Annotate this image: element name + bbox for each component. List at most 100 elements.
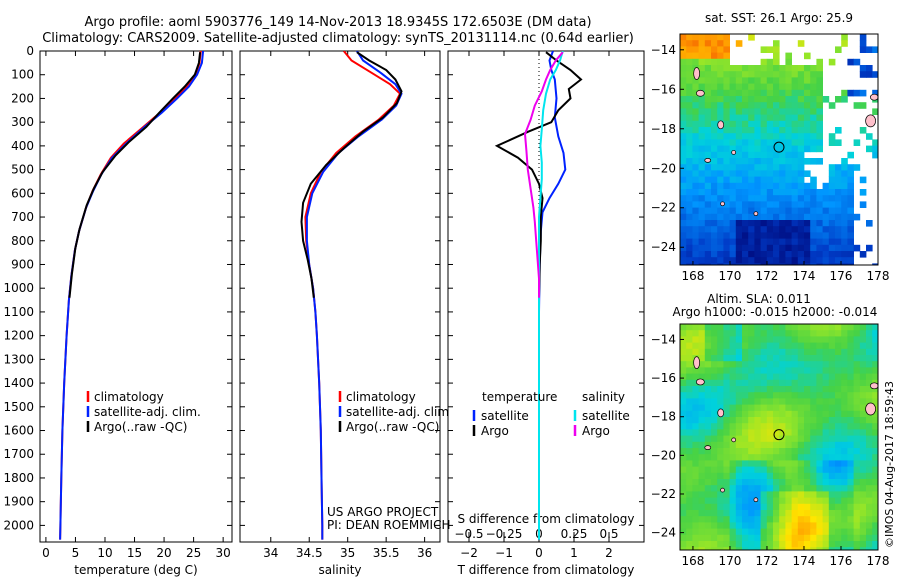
map-cell (729, 220, 737, 227)
map-cell (680, 65, 687, 72)
map-cell (822, 189, 830, 196)
map-cell (779, 151, 786, 159)
map-cell (680, 40, 687, 47)
map-cell (704, 342, 712, 350)
map-cell (723, 96, 730, 103)
map-cell (791, 417, 799, 424)
map-cell (698, 503, 706, 511)
map-cell (760, 417, 768, 424)
map-cell (748, 102, 755, 109)
map-cell (773, 65, 780, 72)
x-tick-label: 34 (263, 546, 278, 560)
map-cell (723, 373, 730, 381)
map-cell (810, 503, 817, 511)
map-cell (847, 547, 854, 550)
map-cell (748, 120, 755, 128)
map-cell (680, 232, 687, 239)
map-cell (698, 65, 706, 72)
map-cell (859, 71, 867, 78)
map-cell (804, 127, 811, 134)
map-cell (735, 355, 743, 362)
map-cell (729, 207, 737, 215)
map-cell (810, 108, 817, 115)
map-cell (711, 392, 718, 399)
map-cell (717, 145, 724, 153)
map-cell (872, 342, 878, 350)
map-cell (742, 448, 749, 455)
map-cell (872, 386, 878, 393)
map-cell (742, 404, 749, 412)
map-cell (779, 472, 786, 480)
map-cell (729, 158, 737, 165)
map-cell (866, 429, 873, 436)
map-cell (717, 257, 724, 264)
map-cell (698, 83, 706, 91)
map-cell (686, 145, 693, 153)
map-cell (680, 392, 687, 399)
map-cell (847, 522, 854, 529)
map-cell (754, 189, 761, 196)
map-cell (816, 127, 823, 134)
map-cell (698, 46, 706, 53)
map-cell (760, 361, 768, 368)
map-cell (748, 324, 755, 331)
map-cell (698, 201, 706, 208)
map-cell (735, 108, 743, 115)
map-cell (810, 435, 817, 443)
map-cell (847, 429, 854, 436)
map-cell (791, 71, 799, 78)
map-cell (822, 336, 830, 343)
map-cell (766, 479, 774, 486)
map-cell (742, 547, 749, 550)
map-cell (791, 77, 799, 84)
map-cell (828, 417, 836, 424)
map-cell (810, 454, 817, 461)
map-cell (742, 410, 749, 418)
map-cell (804, 108, 811, 115)
map-cell (760, 336, 768, 343)
map-cell (872, 429, 878, 436)
map-cell (723, 330, 730, 337)
map-y-tick-label: −20 (651, 161, 676, 175)
map-cell (711, 145, 718, 153)
map-cell (797, 435, 805, 443)
map-cell (686, 77, 693, 84)
map-cell (835, 497, 842, 505)
map-cell (828, 460, 836, 467)
map-cell (866, 361, 873, 368)
map-cell (698, 220, 706, 227)
map-cell (810, 189, 817, 196)
map-cell (779, 120, 786, 128)
map-cell (866, 522, 873, 529)
map-cell (797, 392, 805, 399)
map-cell (698, 497, 706, 505)
map-cell (742, 145, 749, 153)
map-cell (822, 379, 830, 387)
map-cell (729, 244, 737, 252)
map-cell (779, 336, 786, 343)
map-cell (729, 96, 737, 103)
map-cell (766, 386, 774, 393)
map-cell (711, 176, 718, 184)
map-cell (723, 263, 730, 265)
map-cell (804, 454, 811, 461)
map-cell (773, 379, 780, 387)
map-cell (704, 541, 712, 548)
map-cell (711, 342, 718, 350)
y-tick-label: 700 (11, 210, 34, 224)
map-cell (754, 251, 761, 258)
map-cell (773, 52, 780, 60)
map-cell (773, 516, 780, 523)
map-cell (773, 182, 780, 190)
map-cell (797, 244, 805, 252)
map-cell (711, 503, 718, 511)
map-cell (760, 503, 768, 511)
map-cell (859, 541, 867, 548)
map-cell (680, 497, 687, 505)
map-cell (804, 429, 811, 436)
map-cell (859, 361, 867, 368)
map-cell (828, 348, 836, 356)
map-cell (866, 336, 873, 343)
map-cell (797, 404, 805, 412)
map-cell (717, 522, 724, 529)
